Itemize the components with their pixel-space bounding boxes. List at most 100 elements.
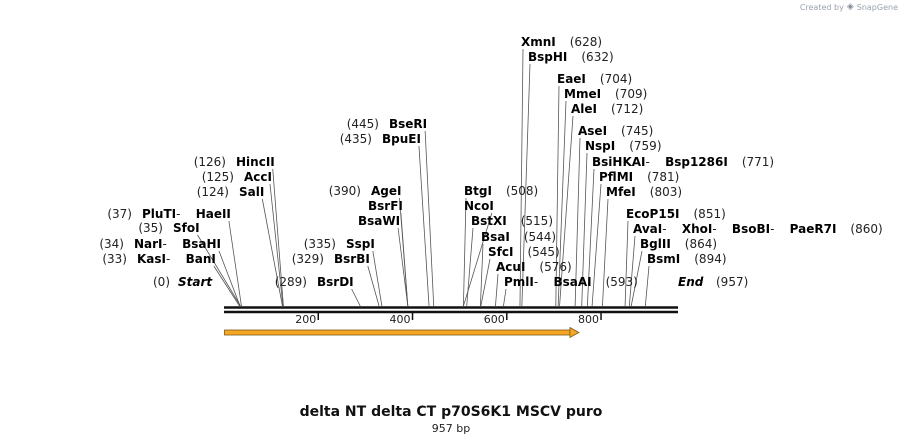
enzyme-name[interactable]: SfoI bbox=[173, 221, 200, 235]
enzyme-name[interactable]: HaeII bbox=[196, 207, 231, 221]
site-sfci[interactable]: SfcI (545) bbox=[488, 245, 560, 259]
site-agei[interactable]: AgeI (390) bbox=[329, 184, 402, 198]
enzyme-name[interactable]: BtgI bbox=[464, 184, 492, 198]
site-sfoi[interactable]: SfoI (35) bbox=[138, 221, 199, 235]
site-mmei[interactable]: MmeI (709) bbox=[564, 87, 647, 101]
enzyme-name[interactable]: BsaI bbox=[481, 230, 510, 244]
site-sspi[interactable]: SspI (335) bbox=[304, 237, 375, 251]
site-alei[interactable]: AleI (712) bbox=[571, 102, 643, 116]
enzyme-name[interactable]: BspHI bbox=[528, 50, 567, 64]
tick-label-400: 400 bbox=[390, 313, 411, 326]
enzyme-name[interactable]: AvaI bbox=[633, 222, 662, 236]
enzyme-name[interactable]: PaeR7I bbox=[790, 222, 837, 236]
site-mfei[interactable]: MfeI (803) bbox=[606, 185, 682, 199]
enzyme-name[interactable]: SfcI bbox=[488, 245, 513, 259]
end-label: End bbox=[678, 275, 704, 289]
enzyme-name[interactable]: PluTI bbox=[142, 207, 176, 221]
enzyme-name[interactable]: BanI bbox=[186, 252, 216, 266]
site-position: (894) bbox=[694, 252, 726, 266]
enzyme-name[interactable]: SalI bbox=[239, 185, 264, 199]
enzyme-name[interactable]: Bsp1286I bbox=[665, 155, 728, 169]
site-ecop15i[interactable]: EcoP15I (851) bbox=[626, 207, 726, 221]
orf-feature-arrow[interactable] bbox=[224, 326, 580, 339]
site-leader-asei bbox=[574, 137, 581, 307]
enzyme-name[interactable]: XhoI bbox=[682, 222, 713, 236]
site-asei[interactable]: AseI (745) bbox=[578, 124, 653, 138]
site-pluti-haeii[interactable]: PluTI - HaeII (37) bbox=[107, 207, 231, 221]
site-leader-agei bbox=[399, 197, 409, 307]
enzyme-name[interactable]: AccI bbox=[244, 170, 272, 184]
site-avai-xhoi-bsobi-paer7i[interactable]: AvaI - XhoI - BsoBI - PaeR7I (860) bbox=[633, 222, 883, 236]
site-bsihkai-bsp1286i[interactable]: BsiHKAI - Bsp1286I (771) bbox=[592, 155, 774, 169]
site-bsrdi[interactable]: BsrDI (289) bbox=[275, 275, 354, 289]
enzyme-name[interactable]: AcuI bbox=[496, 260, 525, 274]
end-position: (957) bbox=[716, 275, 748, 289]
enzyme-name[interactable]: NarI bbox=[134, 237, 163, 251]
site-bsmi[interactable]: BsmI (894) bbox=[647, 252, 727, 266]
enzyme-name[interactable]: BseRI bbox=[389, 117, 427, 131]
enzyme-separator: - bbox=[176, 207, 180, 221]
enzyme-name[interactable]: BsaHI bbox=[182, 237, 221, 251]
enzyme-name[interactable]: EcoP15I bbox=[626, 207, 680, 221]
orf-feature-bar[interactable] bbox=[224, 329, 571, 336]
enzyme-separator: - bbox=[166, 252, 170, 266]
enzyme-name[interactable]: MfeI bbox=[606, 185, 636, 199]
site-bsai[interactable]: BsaI (544) bbox=[481, 230, 556, 244]
enzyme-name[interactable]: BpuEI bbox=[382, 132, 421, 146]
enzyme-name[interactable]: BsaAI bbox=[553, 275, 591, 289]
enzyme-name[interactable]: EaeI bbox=[557, 72, 586, 86]
site-position: (771) bbox=[742, 155, 774, 169]
enzyme-name[interactable]: AseI bbox=[578, 124, 607, 138]
enzyme-name[interactable]: SspI bbox=[346, 237, 375, 251]
site-leader-btgi bbox=[463, 197, 467, 307]
enzyme-name[interactable]: AgeI bbox=[371, 184, 401, 198]
site-bpuei[interactable]: BpuEI (435) bbox=[340, 132, 421, 146]
site-hincii[interactable]: HincII (126) bbox=[194, 155, 275, 169]
enzyme-name[interactable]: AleI bbox=[571, 102, 597, 116]
site-bsawi[interactable]: BsaWI bbox=[358, 214, 400, 228]
site-bseri[interactable]: BseRI (445) bbox=[347, 117, 427, 131]
site-bsphi[interactable]: BspHI (632) bbox=[528, 50, 614, 64]
snapgene-credit: Created by ◈ SnapGene bbox=[800, 2, 898, 12]
site-btgi[interactable]: BtgI (508) bbox=[464, 184, 538, 198]
site-nari-bsahi[interactable]: NarI - BsaHI (34) bbox=[99, 237, 221, 251]
site-bstxi[interactable]: BstXI (515) bbox=[471, 214, 553, 228]
enzyme-name[interactable]: BsmI bbox=[647, 252, 680, 266]
enzyme-name[interactable]: BsoBI bbox=[732, 222, 770, 236]
site-bglii[interactable]: BglII (864) bbox=[640, 237, 717, 251]
site-sali[interactable]: SalI (124) bbox=[197, 185, 265, 199]
site-acui[interactable]: AcuI (576) bbox=[496, 260, 572, 274]
orf-feature-arrowhead[interactable] bbox=[569, 326, 580, 339]
enzyme-name[interactable]: BsiHKAI bbox=[592, 155, 646, 169]
enzyme-name[interactable]: BglII bbox=[640, 237, 671, 251]
enzyme-name[interactable]: PmlI bbox=[504, 275, 534, 289]
site-nspi[interactable]: NspI (759) bbox=[585, 139, 662, 153]
site-pflmi[interactable]: PflMI (781) bbox=[599, 170, 679, 184]
enzyme-name[interactable]: HincII bbox=[236, 155, 275, 169]
site-acci[interactable]: AccI (125) bbox=[202, 170, 272, 184]
enzyme-name[interactable]: BsrBI bbox=[334, 252, 370, 266]
enzyme-name[interactable]: PflMI bbox=[599, 170, 633, 184]
site-bsrbi[interactable]: BsrBI (329) bbox=[292, 252, 370, 266]
site-pmli-bsaai[interactable]: PmlI - BsaAI (593) bbox=[504, 275, 638, 289]
site-xmni[interactable]: XmnI (628) bbox=[521, 35, 602, 49]
site-leader-bglii bbox=[630, 250, 643, 307]
site-ncoi[interactable]: NcoI bbox=[464, 199, 494, 213]
site-bsrfi[interactable]: BsrFI bbox=[368, 199, 403, 213]
enzyme-name[interactable]: BsrFI bbox=[368, 199, 403, 213]
enzyme-separator: - bbox=[163, 237, 167, 251]
enzyme-name[interactable]: KasI bbox=[137, 252, 166, 266]
enzyme-name[interactable]: XmnI bbox=[521, 35, 556, 49]
enzyme-name[interactable]: MmeI bbox=[564, 87, 601, 101]
enzyme-name[interactable]: BsaWI bbox=[358, 214, 400, 228]
start-position: (0) bbox=[153, 275, 170, 289]
site-leader-kasi-bani bbox=[213, 265, 240, 307]
site-kasi-bani[interactable]: KasI - BanI (33) bbox=[102, 252, 215, 266]
enzyme-name[interactable]: BsrDI bbox=[317, 275, 354, 289]
site-leader-nspi bbox=[581, 152, 588, 307]
enzyme-separator: - bbox=[770, 222, 774, 236]
enzyme-name[interactable]: NcoI bbox=[464, 199, 494, 213]
site-eaei[interactable]: EaeI (704) bbox=[557, 72, 632, 86]
enzyme-name[interactable]: BstXI bbox=[471, 214, 507, 228]
enzyme-name[interactable]: NspI bbox=[585, 139, 615, 153]
